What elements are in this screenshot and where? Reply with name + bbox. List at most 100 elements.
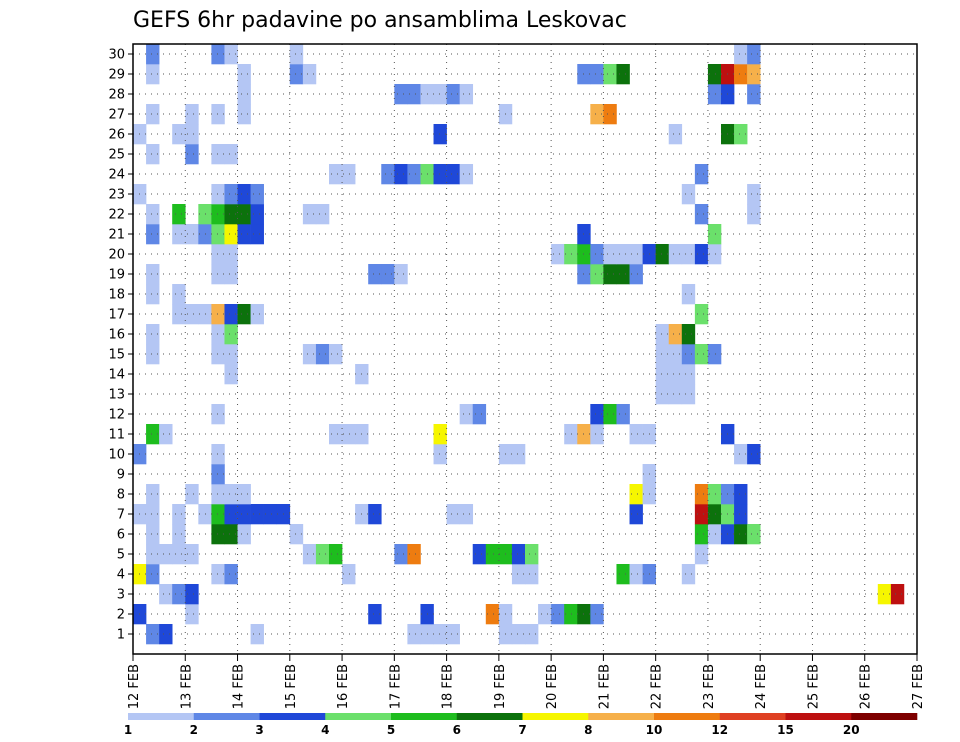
- heatmap-cell: [525, 564, 539, 585]
- heatmap-cell: [237, 304, 251, 325]
- heatmap-cell: [734, 524, 748, 545]
- heatmap-cell: [224, 524, 238, 545]
- heatmap-cell: [315, 544, 330, 565]
- heatmap-cell: [159, 624, 173, 645]
- y-tick-label: 20: [108, 248, 125, 263]
- x-tick-label: 16 FEB: [336, 664, 351, 709]
- colorbar-swatch: [128, 713, 195, 720]
- heatmap-cell: [237, 204, 251, 225]
- heatmap-cell: [185, 484, 199, 505]
- heatmap-cell: [211, 304, 225, 325]
- heatmap-cell: [629, 484, 643, 505]
- heatmap-cell: [551, 244, 565, 265]
- x-tick-label: 27 FEB: [911, 664, 926, 709]
- heatmap-cell: [146, 484, 160, 505]
- heatmap-cell: [146, 624, 160, 645]
- colorbar-swatch: [391, 713, 458, 720]
- heatmap-cell: [485, 544, 500, 565]
- heatmap-cell: [394, 164, 408, 185]
- heatmap-cell: [172, 584, 186, 605]
- colorbar-swatch: [851, 713, 918, 720]
- heatmap-cell: [407, 544, 421, 565]
- heatmap-cell: [590, 604, 604, 625]
- heatmap-cell: [211, 444, 225, 465]
- heatmap-cell: [342, 424, 356, 445]
- heatmap-cell: [315, 344, 330, 365]
- heatmap-cell: [655, 344, 670, 365]
- heatmap-cell: [433, 84, 447, 105]
- heatmap-cell: [224, 244, 238, 265]
- heatmap-cell: [681, 324, 696, 345]
- y-tick-label: 18: [108, 288, 125, 303]
- heatmap-cell: [172, 524, 186, 545]
- heatmap-cell: [394, 264, 408, 285]
- heatmap-cell: [681, 564, 696, 585]
- heatmap-cell: [237, 484, 251, 505]
- y-tick-label: 15: [108, 348, 125, 363]
- x-tick-label: 22 FEB: [650, 664, 665, 709]
- heatmap-cell: [250, 224, 264, 245]
- heatmap-cell: [237, 104, 251, 125]
- heatmap-cell: [224, 324, 238, 345]
- heatmap-cell: [590, 104, 604, 125]
- heatmap-cell: [459, 84, 474, 105]
- heatmap-cell: [237, 84, 251, 105]
- heatmap-cell: [211, 344, 225, 365]
- heatmap-cell: [211, 104, 225, 125]
- heatmap-cell: [224, 344, 238, 365]
- heatmap-cell: [590, 64, 604, 85]
- heatmap-cell: [433, 124, 447, 145]
- heatmap-cell: [734, 444, 748, 465]
- heatmap-cell: [211, 324, 225, 345]
- heatmap-cell: [446, 164, 460, 185]
- heatmap-cell: [172, 544, 186, 565]
- heatmap-cell: [211, 484, 225, 505]
- heatmap-cell: [224, 144, 238, 165]
- heatmap-cell: [329, 544, 343, 565]
- heatmap-cell: [146, 284, 160, 305]
- heatmap-cell: [694, 344, 709, 365]
- heatmap-cell: [734, 504, 748, 525]
- x-tick-label: 24 FEB: [754, 664, 769, 709]
- heatmap-cell: [734, 484, 748, 505]
- heatmap-cell: [368, 504, 382, 525]
- heatmap-cell: [146, 424, 160, 445]
- heatmap-cell: [342, 164, 356, 185]
- heatmap-cell: [368, 604, 382, 625]
- heatmap-cell: [159, 424, 173, 445]
- heatmap-cell: [551, 604, 565, 625]
- heatmap-cell: [237, 524, 251, 545]
- heatmap-cell: [237, 504, 251, 525]
- heatmap-cell: [185, 304, 199, 325]
- heatmap-cell: [446, 84, 460, 105]
- heatmap-cell: [172, 504, 186, 525]
- y-tick-label: 24: [108, 168, 125, 183]
- heatmap-cell: [707, 504, 722, 525]
- heatmap-cell: [747, 524, 761, 545]
- heatmap-cell: [681, 184, 696, 205]
- x-tick-label: 21 FEB: [597, 664, 612, 709]
- heatmap-cell: [564, 244, 578, 265]
- colorbar-label: 5: [387, 723, 395, 737]
- heatmap-cell: [747, 204, 761, 225]
- heatmap-cell: [146, 144, 160, 165]
- y-tick-label: 4: [117, 568, 125, 583]
- heatmap-cell: [146, 224, 160, 245]
- heatmap-cell: [655, 384, 670, 405]
- heatmap-cell: [629, 564, 643, 585]
- heatmap-cell: [407, 624, 421, 645]
- heatmap-cell: [394, 544, 408, 565]
- heatmap-cell: [747, 44, 761, 65]
- colorbar-swatch: [719, 713, 786, 720]
- heatmap-cell: [433, 424, 447, 445]
- plot-frame: [132, 43, 918, 655]
- heatmap-cell: [172, 304, 186, 325]
- y-tick-label: 14: [108, 368, 125, 383]
- heatmap-cell: [590, 244, 604, 265]
- heatmap-cell: [511, 624, 526, 645]
- heatmap-cell: [211, 144, 225, 165]
- colorbar-label: 2: [190, 723, 198, 737]
- heatmap-cell: [590, 404, 604, 425]
- colorbar-swatch: [259, 713, 326, 720]
- heatmap-cell: [694, 204, 709, 225]
